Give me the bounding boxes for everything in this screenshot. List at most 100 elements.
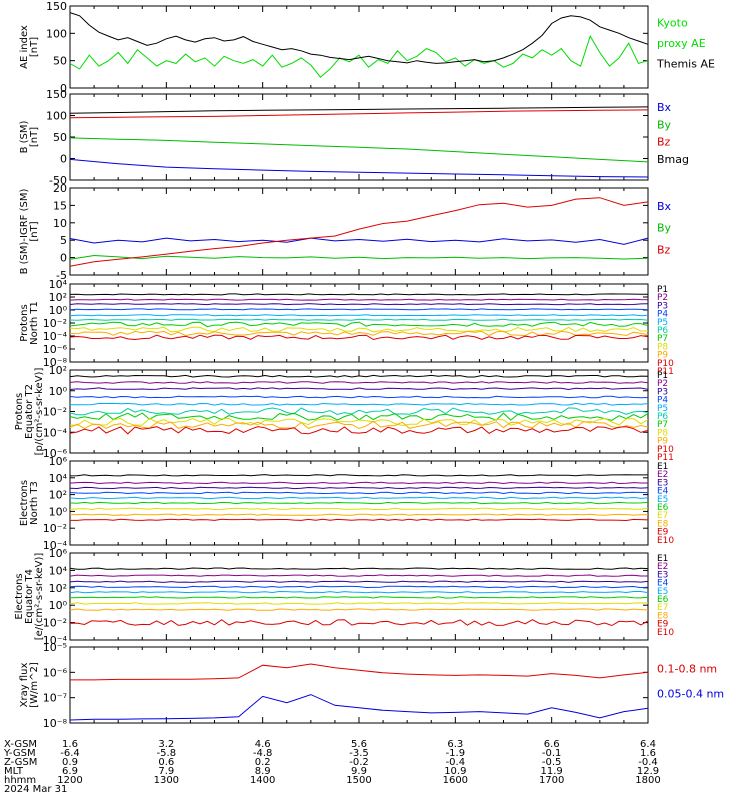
series-line-p8 (69, 417, 649, 427)
legend-entry: P2 (657, 293, 668, 303)
legend-entry: Bx (657, 200, 672, 213)
y-tick-label: 100 (46, 27, 67, 40)
legend-entry: P4 (657, 396, 668, 406)
legend-entry: E7 (657, 511, 668, 521)
series-line-bz (69, 109, 649, 119)
series-line-p7 (69, 412, 649, 421)
y-axis-label: B (SM) (19, 120, 30, 153)
legend-entry: E3 (657, 570, 668, 580)
legend-entry: E4 (657, 579, 669, 589)
y-axis-label: North T1 (29, 301, 40, 345)
series-line-e7 (69, 507, 649, 511)
legend-entry: P9 (657, 437, 668, 447)
y-tick-label: 10⁴ (49, 278, 68, 291)
y-axis-label: B (SM)-IGRF (SM) (19, 189, 30, 275)
legend-entry: By (657, 118, 672, 131)
series-line-e8 (70, 513, 649, 516)
legend-entry: P7 (657, 420, 668, 430)
x-row-value: 0.2 (255, 757, 271, 768)
x-row-value: -0.5 (542, 757, 562, 768)
series-line-e3 (69, 486, 649, 490)
legend-entry: P2 (657, 379, 668, 389)
y-axis-label: North T3 (29, 481, 40, 525)
legend-entry: P4 (657, 310, 668, 320)
x-row-value: -0.1 (542, 748, 562, 759)
legend-entry: E2 (657, 470, 668, 480)
y-tick-label: 10⁻⁴ (43, 539, 68, 552)
y-tick-label: 10⁰ (49, 304, 68, 317)
legend-entry: E1 (657, 462, 668, 472)
y-tick-label: 0 (60, 153, 67, 166)
x-row-label: X-GSM (4, 739, 37, 750)
series-line-bx (69, 158, 649, 178)
x-row-value: 12.9 (637, 766, 659, 777)
x-row-label: Z-GSM (4, 757, 37, 768)
y-tick-label: 0 (60, 82, 67, 95)
legend-entry: P1 (657, 371, 668, 381)
y-tick-label: 100 (46, 110, 67, 123)
y-tick-label: 5 (60, 234, 67, 247)
y-tick-label: 10⁻⁸ (43, 717, 68, 730)
x-row-value: 6.9 (62, 766, 78, 777)
x-row-value: 6.4 (640, 739, 656, 750)
y-tick-label: 0 (60, 252, 67, 265)
legend-entry: P8 (657, 342, 668, 352)
series-line-p6 (69, 318, 649, 321)
legend-entry: P11 (657, 367, 674, 377)
y-tick-label: 10⁻⁴ (43, 634, 68, 647)
series-line-p3 (69, 303, 649, 306)
legend-entry: E2 (657, 562, 668, 572)
legend-entry: P3 (657, 301, 668, 311)
series-line-p4 (69, 395, 649, 399)
series-line-p9 (69, 330, 649, 337)
x-row-value: -6.4 (60, 748, 80, 759)
legend-entry: Bz (657, 136, 671, 149)
series-line-bmag (69, 106, 649, 114)
y-tick-label: 10⁻² (43, 522, 67, 535)
x-row-value: 1300 (154, 775, 179, 786)
y-tick-label: 10⁻⁷ (43, 692, 67, 705)
legend-entry: P1 (657, 285, 668, 295)
x-row-label: hhmm (4, 775, 36, 786)
legend-entry: P11 (657, 453, 674, 463)
legend-entry: E8 (657, 519, 669, 529)
legend-entry: E8 (657, 611, 669, 621)
legend-entry: E5 (657, 495, 668, 505)
legend-entry: P6 (657, 326, 668, 336)
x-row-value: 6.3 (447, 739, 463, 750)
series-line-p2 (69, 298, 649, 301)
y-tick-label: 10 (53, 217, 67, 230)
series-line-0-1-0-8-nm (70, 663, 649, 681)
legend-entry: E7 (657, 603, 668, 613)
y-axis-label: Equator T4 (24, 569, 35, 624)
y-tick-label: 10⁻⁸ (43, 356, 68, 369)
legend-entry: P3 (657, 387, 668, 397)
x-row-value: 4.6 (255, 739, 271, 750)
legend-entry: P10 (657, 445, 674, 455)
series-line-0-05-0-4-nm (69, 694, 649, 721)
legend-entry: P7 (657, 334, 668, 344)
series-line-e6 (69, 596, 649, 599)
legend-entry: P5 (657, 404, 668, 414)
y-tick-label: 10² (49, 291, 67, 304)
legend-entry: E1 (657, 554, 668, 564)
legend-entry: Bz (657, 243, 671, 256)
y-tick-label: 10⁶ (49, 455, 68, 468)
panel-frame (69, 93, 649, 181)
x-row-value: 1200 (57, 775, 82, 786)
y-axis-label: AE index (19, 25, 30, 69)
x-row-value: 7.9 (158, 766, 174, 777)
legend-entry: E4 (657, 487, 669, 497)
series-line-p6 (69, 407, 649, 416)
legend-entry: 0.05-0.4 nm (657, 688, 724, 701)
panel-frame (69, 187, 649, 276)
legend-entry: Bmag (657, 153, 689, 166)
y-tick-label: 10⁰ (49, 599, 68, 612)
x-row-value: 11.9 (541, 766, 563, 777)
legend-entry: E9 (657, 528, 669, 538)
legend-entry: proxy AE (657, 37, 706, 50)
y-axis-label: [nT] (29, 127, 40, 147)
y-tick-label: 10⁻⁴ (43, 330, 68, 343)
x-row-value: 1.6 (62, 739, 78, 750)
y-tick-label: 10² (49, 489, 67, 502)
